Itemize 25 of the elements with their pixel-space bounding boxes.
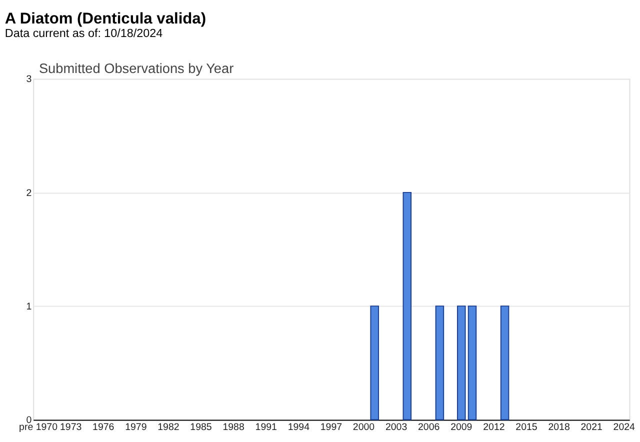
x-tick-label: 1988 — [222, 422, 244, 433]
x-tick-label: 2006 — [418, 422, 440, 433]
x-tick-label: pre 1970 — [19, 422, 58, 433]
x-tick-label: 1991 — [255, 422, 277, 433]
x-tick-label: 1979 — [125, 422, 147, 433]
x-tick-label: 2021 — [580, 422, 602, 433]
x-tick-label: 2024 — [613, 422, 636, 433]
y-tick-label: 2 — [26, 188, 32, 199]
x-tick-label: 1982 — [158, 422, 180, 433]
x-tick-label: 2012 — [483, 422, 505, 433]
x-tick-label: 2018 — [548, 422, 570, 433]
x-tick-label: 1973 — [60, 422, 82, 433]
chart-title: A Diatom (Denticula valida) — [4, 10, 206, 28]
x-tick-label: 1985 — [190, 422, 212, 433]
x-tick-label: 1976 — [92, 422, 114, 433]
x-tick-label: 1997 — [320, 422, 342, 433]
x-tick-label: 2003 — [385, 422, 408, 433]
text: Submitted Observations by Year — [38, 60, 234, 76]
x-tick-label: 2015 — [516, 422, 538, 433]
chart-subtitle: Data current as of: 10/18/2024 — [4, 26, 164, 40]
x-tick-label: 2000 — [352, 422, 376, 433]
x-tick-label: 1994 — [288, 422, 310, 433]
y-tick-label: 1 — [26, 301, 32, 312]
x-tick-label: 2009 — [450, 422, 472, 433]
y-tick-label: 3 — [26, 74, 32, 86]
